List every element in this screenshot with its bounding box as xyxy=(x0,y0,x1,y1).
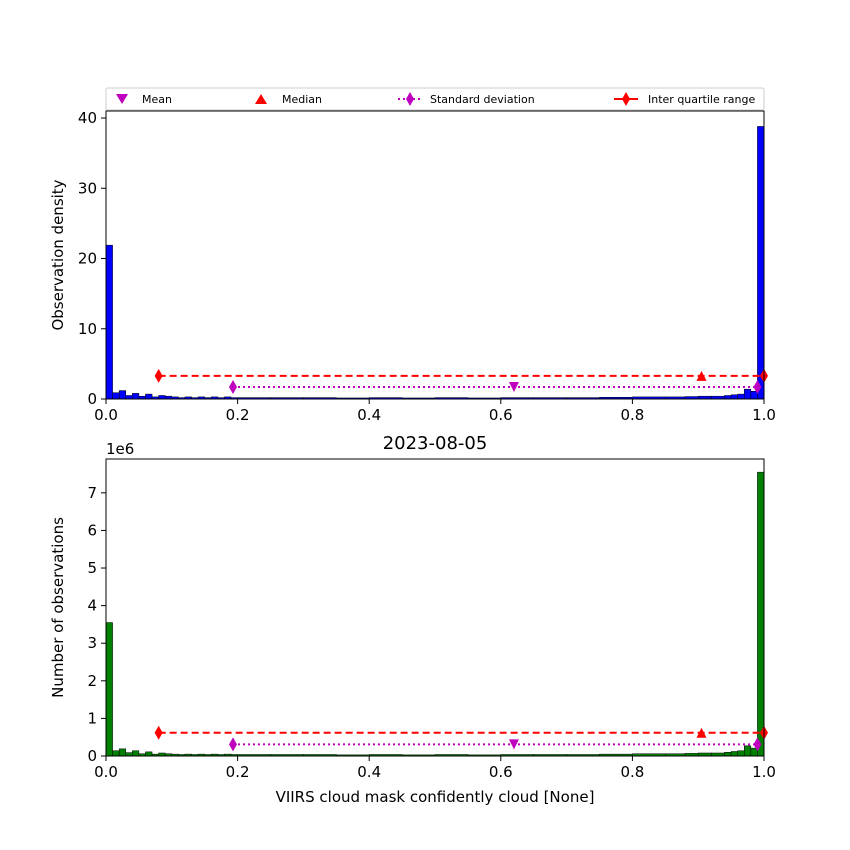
iqr-marker-icon xyxy=(622,92,630,106)
bottom-iqr-marker xyxy=(154,725,163,740)
top-mean-marker xyxy=(508,382,519,393)
top-histogram-bar xyxy=(145,393,153,400)
bottom-y-ticks: 0 1 2 3 4 5 6 7 xyxy=(87,484,106,765)
top-histogram-bar xyxy=(737,393,745,400)
std-marker-icon xyxy=(406,92,414,106)
bottom-histogram-bar xyxy=(118,748,126,757)
bottom-y-tick-label: 0 xyxy=(87,747,97,765)
legend-entry-iqr: Inter quartile range xyxy=(614,92,755,106)
top-histogram-bar xyxy=(112,392,120,400)
bottom-x-tick-label: 1.0 xyxy=(752,763,776,781)
legend-frame xyxy=(105,87,765,111)
bottom-chart-title: 2023-08-05 xyxy=(383,433,488,454)
top-y-tick-label: 20 xyxy=(78,250,97,268)
top-x-tick-label: 0.8 xyxy=(620,406,644,424)
top-y-ticks: 0 10 20 30 40 xyxy=(78,109,106,408)
top-std-marker xyxy=(753,380,762,395)
top-median-marker xyxy=(696,370,707,381)
top-x-tick-label: 0.2 xyxy=(226,406,250,424)
bottom-histogram-bar xyxy=(132,750,140,757)
bottom-x-tick-label: 0.8 xyxy=(620,763,644,781)
bottom-y-axis-label: Number of observations xyxy=(49,517,67,698)
top-axes-frame xyxy=(105,110,765,400)
bottom-y-tick-label: 6 xyxy=(87,521,97,539)
top-x-tick-label: 0.0 xyxy=(94,406,118,424)
bottom-x-ticks: 0.0 0.2 0.4 0.6 0.8 1.0 xyxy=(94,756,776,781)
bottom-histogram-bar xyxy=(105,622,113,757)
top-x-tick-label: 0.4 xyxy=(357,406,381,424)
bottom-x-tick-label: 0.2 xyxy=(226,763,250,781)
top-histogram-bar xyxy=(730,394,738,400)
top-histogram-bar xyxy=(158,395,166,400)
legend-label-iqr: Inter quartile range xyxy=(648,93,755,106)
bottom-panel: 2023-08-05 0.0 0.2 0.4 0.6 0.8 1.0 0 1 2 3 4 5 6 7 1… xyxy=(49,433,776,806)
mean-marker-icon xyxy=(116,94,128,104)
top-histogram-bar xyxy=(750,391,758,400)
top-x-tick-label: 1.0 xyxy=(752,406,776,424)
bottom-histogram-bar xyxy=(744,745,752,757)
bottom-histogram-bar xyxy=(737,750,745,757)
bottom-histogram-bar xyxy=(112,750,120,757)
legend-label-std: Standard deviation xyxy=(430,93,535,106)
legend-label-median: Median xyxy=(282,93,322,106)
top-histogram-bar xyxy=(125,395,133,400)
top-panel: 0.0 0.2 0.4 0.6 0.8 1.0 0 10 20 30 40 Observation… xyxy=(49,109,776,424)
bottom-y-tick-label: 5 xyxy=(87,559,97,577)
bottom-histogram-bar xyxy=(757,471,765,757)
bottom-mean-marker xyxy=(508,739,519,750)
bottom-x-tick-label: 0.4 xyxy=(357,763,381,781)
bottom-x-tick-label: 0.0 xyxy=(94,763,118,781)
bottom-y-offset-label: 1e6 xyxy=(106,440,134,458)
top-histogram-bar xyxy=(132,393,140,400)
legend-entry-mean: Mean xyxy=(116,93,172,106)
bottom-axes-frame xyxy=(105,458,765,757)
bottom-histogram-bar xyxy=(145,751,153,757)
legend-entry-median: Median xyxy=(255,93,322,106)
bottom-y-tick-label: 2 xyxy=(87,672,97,690)
bottom-median-marker xyxy=(696,727,707,738)
top-iqr-marker xyxy=(154,368,163,383)
bottom-x-tick-label: 0.6 xyxy=(489,763,513,781)
top-stats xyxy=(154,368,768,395)
top-y-tick-label: 30 xyxy=(78,179,97,197)
bottom-y-tick-label: 1 xyxy=(87,709,97,727)
top-histogram-bar xyxy=(105,244,113,400)
bottom-histogram-bar xyxy=(730,751,738,757)
legend-label-mean: Mean xyxy=(142,93,172,106)
top-y-tick-label: 0 xyxy=(87,390,97,408)
bottom-histogram-bar xyxy=(125,752,133,757)
top-y-axis-label: Observation density xyxy=(49,179,67,330)
bottom-y-tick-label: 3 xyxy=(87,634,97,652)
top-histogram-bar xyxy=(724,395,732,400)
top-x-ticks: 0.0 0.2 0.4 0.6 0.8 1.0 xyxy=(94,399,776,424)
top-y-tick-label: 40 xyxy=(78,109,97,127)
top-std-marker xyxy=(228,380,237,395)
top-x-tick-label: 0.6 xyxy=(489,406,513,424)
bottom-y-tick-label: 7 xyxy=(87,484,97,502)
bottom-bars xyxy=(105,471,765,757)
top-histogram-bar xyxy=(118,390,126,400)
bottom-std-marker xyxy=(228,737,237,752)
top-y-tick-label: 10 xyxy=(78,320,97,338)
legend-entry-std: Standard deviation xyxy=(398,92,535,106)
bottom-histogram-bar xyxy=(724,751,732,757)
legend: Mean Median Standard deviation Inter qua… xyxy=(105,87,765,111)
median-marker-icon xyxy=(255,94,267,104)
bottom-y-tick-label: 4 xyxy=(87,597,97,615)
bottom-std-marker xyxy=(753,737,762,752)
top-histogram-bar xyxy=(757,126,765,400)
top-histogram-bar xyxy=(744,388,752,400)
bottom-x-axis-label: VIIRS cloud mask confidently cloud [None… xyxy=(276,788,595,806)
